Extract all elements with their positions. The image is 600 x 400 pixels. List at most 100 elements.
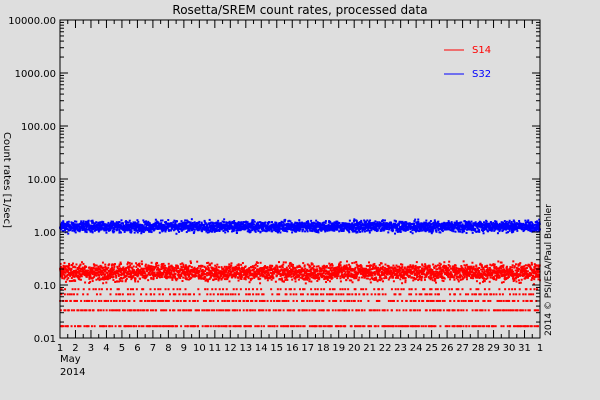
s14-point xyxy=(171,276,174,279)
s14-point xyxy=(267,277,270,280)
s14-point xyxy=(414,277,417,280)
s14-point xyxy=(298,274,301,277)
s14-point xyxy=(380,274,383,277)
s32-point xyxy=(164,230,167,233)
s14-point xyxy=(220,274,223,277)
s14-point xyxy=(522,299,525,302)
s14-point xyxy=(123,272,126,275)
s14-point xyxy=(180,266,183,269)
s14-point xyxy=(97,266,100,269)
s14-point xyxy=(181,279,184,282)
s14-point xyxy=(329,263,332,266)
s14-point xyxy=(251,265,254,268)
s14-point xyxy=(294,277,297,280)
s14-point xyxy=(128,299,131,302)
s32-point xyxy=(73,223,76,226)
s14-point xyxy=(533,278,536,281)
s14-point xyxy=(227,271,230,274)
s32-point xyxy=(97,230,100,233)
s14-point xyxy=(183,266,186,269)
s14-point xyxy=(508,293,511,296)
s14-point xyxy=(189,293,192,296)
s14-point xyxy=(538,275,541,278)
s14-point xyxy=(414,273,417,276)
s14-point xyxy=(457,325,460,328)
s14-point xyxy=(337,309,340,312)
s14-point xyxy=(101,271,104,274)
s14-point xyxy=(491,325,494,328)
s14-point xyxy=(305,271,308,274)
s14-point xyxy=(518,325,521,328)
s32-point xyxy=(103,223,106,226)
s14-point xyxy=(65,265,68,268)
s14-point xyxy=(193,269,196,272)
s14-point xyxy=(240,275,243,278)
s14-point xyxy=(530,299,533,302)
s14-point xyxy=(477,325,480,328)
s14-point xyxy=(116,267,119,270)
s14-point xyxy=(379,266,382,269)
s14-point xyxy=(323,275,326,278)
s14-point xyxy=(519,271,522,274)
s14-point xyxy=(392,267,395,270)
s32-point xyxy=(166,222,169,225)
s14-point xyxy=(381,309,384,312)
s14-point xyxy=(157,275,160,278)
s14-point xyxy=(215,309,218,312)
s14-point xyxy=(242,274,245,277)
s32-point xyxy=(97,224,100,227)
s14-point xyxy=(346,277,349,280)
s14-point xyxy=(380,267,383,270)
s14-point xyxy=(117,275,120,278)
s14-point xyxy=(314,288,317,291)
s14-point xyxy=(113,266,116,269)
s14-point xyxy=(255,274,258,277)
s14-point xyxy=(262,309,265,312)
s32-point xyxy=(181,222,184,225)
s14-point xyxy=(367,325,370,328)
s14-point xyxy=(195,274,198,277)
s14-point xyxy=(126,325,129,328)
s14-point xyxy=(164,269,167,272)
s14-point xyxy=(317,274,320,277)
s32-point xyxy=(157,221,160,224)
s14-point xyxy=(322,266,325,269)
s14-point xyxy=(228,263,231,266)
s14-point xyxy=(448,309,451,312)
s14-point xyxy=(533,325,536,328)
s14-point xyxy=(185,277,188,280)
s14-point xyxy=(137,280,140,283)
s14-point xyxy=(478,271,481,274)
s14-point xyxy=(66,269,69,272)
s14-point xyxy=(91,273,94,276)
s14-point xyxy=(477,270,480,273)
s14-point xyxy=(488,325,491,328)
s14-point xyxy=(359,299,362,302)
s14-point xyxy=(285,293,288,296)
s14-point xyxy=(281,278,284,281)
s14-point xyxy=(467,299,470,302)
s14-point xyxy=(374,272,377,275)
s14-point xyxy=(265,270,268,273)
s14-point xyxy=(378,263,381,266)
s14-point xyxy=(238,266,241,269)
s14-point xyxy=(378,309,381,312)
s14-point xyxy=(497,260,500,263)
s14-point xyxy=(465,276,468,279)
s14-point xyxy=(494,309,497,312)
s14-point xyxy=(506,268,509,271)
s14-point xyxy=(237,276,240,279)
s14-point xyxy=(316,279,319,282)
s14-point xyxy=(187,266,190,269)
s14-point xyxy=(293,273,296,276)
s14-point xyxy=(280,325,283,328)
s14-point xyxy=(316,268,319,271)
s14-point xyxy=(330,276,333,279)
s32-point xyxy=(77,225,80,228)
s14-point xyxy=(530,268,533,271)
s14-point xyxy=(339,275,342,278)
s32-point xyxy=(85,231,88,234)
s14-point xyxy=(331,269,334,272)
s32-point xyxy=(123,230,126,233)
s14-point xyxy=(495,278,498,281)
